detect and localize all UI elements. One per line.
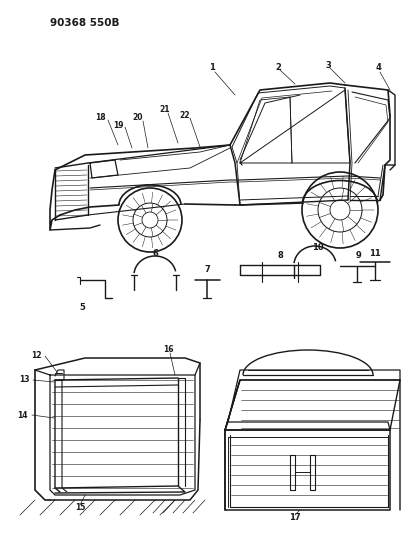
Text: 22: 22 [180, 110, 190, 119]
Text: 5: 5 [79, 303, 85, 312]
Text: 3: 3 [325, 61, 331, 69]
Text: 21: 21 [160, 106, 170, 115]
Text: 16: 16 [163, 345, 173, 354]
Text: 90368 550B: 90368 550B [50, 18, 120, 28]
Text: 18: 18 [95, 114, 105, 123]
Text: 4: 4 [375, 63, 381, 72]
Text: 1: 1 [209, 63, 215, 72]
Text: 20: 20 [133, 114, 143, 123]
Text: 8: 8 [277, 252, 283, 261]
Text: 11: 11 [369, 248, 381, 257]
Text: 12: 12 [32, 351, 42, 359]
Text: 17: 17 [289, 513, 301, 522]
Text: 9: 9 [355, 252, 361, 261]
Text: 10: 10 [312, 243, 324, 252]
Text: 7: 7 [204, 265, 210, 274]
Text: 2: 2 [275, 62, 281, 71]
Text: 13: 13 [19, 376, 30, 384]
Text: 19: 19 [113, 120, 123, 130]
Text: 15: 15 [75, 503, 85, 512]
Text: 14: 14 [18, 410, 28, 419]
Text: 6: 6 [152, 248, 158, 257]
